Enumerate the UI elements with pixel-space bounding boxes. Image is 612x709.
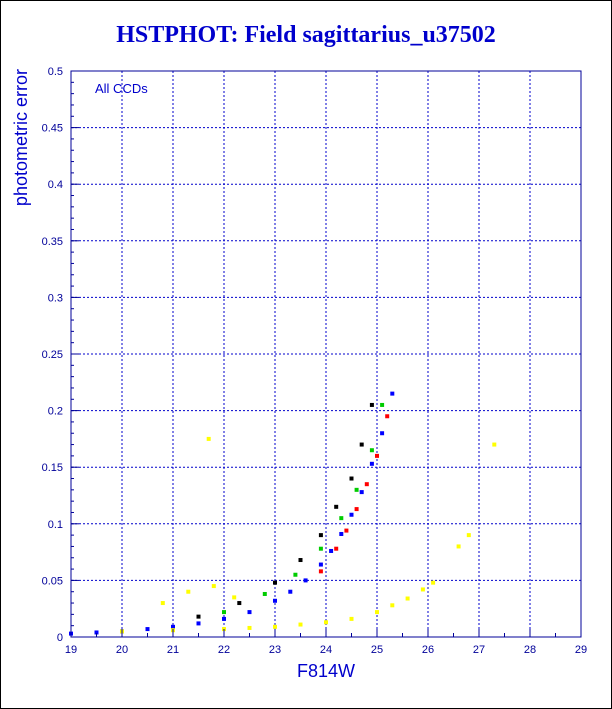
data-point [380,431,385,436]
data-point [456,544,461,549]
data-point [364,482,369,487]
data-point [375,610,379,615]
x-tick-label: 24 [320,644,332,656]
x-tick-label: 26 [422,644,434,656]
data-point [237,601,242,606]
data-point [329,548,334,553]
data-point [318,569,323,574]
data-point [369,402,374,407]
x-tick-label: 23 [269,644,281,656]
x-tick-label: 22 [218,644,230,656]
data-point [334,504,339,509]
data-point [354,507,359,512]
data-point [222,610,226,615]
data-point [318,546,323,551]
y-tick-label: 0.25 [42,349,63,361]
data-point [196,614,201,619]
y-tick-label: 0 [57,632,63,644]
x-tick-label: 19 [65,644,77,656]
x-axis-ticks: 19 20 21 22 23 24 25 26 27 28 29 [65,629,587,656]
data-point [318,533,323,538]
annotation-all-ccds: All CCDs [95,81,148,96]
data-point [211,584,216,589]
data-point [293,572,298,577]
x-tick-label: 20 [116,644,128,656]
data-point [298,622,303,627]
x-tick-label: 25 [371,644,383,656]
data-point [145,627,150,632]
y-tick-label: 0.05 [42,575,63,587]
data-point [385,414,390,419]
data-point [369,448,374,453]
data-point [262,591,267,596]
data-point [273,598,277,603]
x-tick-label: 29 [575,644,587,656]
y-tick-label: 0.35 [42,236,63,248]
data-point [349,512,354,517]
data-point [318,562,323,567]
y-axis-ticks: 0 0.05 0.1 0.15 0.2 0.25 0.3 0.35 0.4 0.45 0.5 [42,66,79,644]
data-point [186,589,191,594]
data-point [273,624,277,629]
data-point [206,436,211,441]
x-tick-label: 27 [473,644,485,656]
grid-lines [71,71,581,637]
data-point [431,580,436,585]
data-point [247,625,252,630]
data-point [375,453,379,458]
chart-title: HSTPHOT: Field sagittarius_u37502 [116,22,496,48]
data-point [196,621,201,626]
data-point [492,442,497,447]
y-tick-label: 0.2 [48,406,63,418]
data-point [369,461,374,466]
y-tick-label: 0.45 [42,123,63,135]
data-point [359,490,364,495]
data-point [390,391,395,396]
data-point [222,616,226,621]
data-point [344,528,349,533]
series-green [222,402,385,615]
data-point [324,620,328,625]
x-tick-label: 21 [167,644,179,656]
data-point [405,596,410,601]
y-tick-label: 0.15 [42,462,63,474]
data-point [339,516,344,521]
data-point [298,558,303,563]
data-point [466,533,471,538]
data-point [273,580,277,585]
data-point [354,487,359,492]
series-black [196,402,374,619]
data-point [420,587,425,592]
series-red [318,414,390,574]
y-axis-label: photometric error [11,69,31,206]
data-point [303,578,308,583]
y-tick-label: 0.4 [48,179,63,191]
data-point [171,624,175,629]
series-yellow [160,436,497,606]
data-point [390,603,395,608]
data-point [94,630,99,635]
data-point [232,595,237,600]
y-tick-label: 0.1 [48,519,63,531]
data-point [339,531,344,536]
x-tick-label: 28 [524,644,536,656]
x-axis-label: F814W [297,661,355,681]
data-point [380,402,385,407]
data-point [349,476,354,481]
y-tick-label: 0.3 [48,292,63,304]
data-point [160,601,165,606]
data-point [334,546,339,551]
data-point [247,610,252,615]
y-tick-label: 0.5 [48,66,63,78]
data-point [359,442,364,447]
data-point [349,616,354,621]
data-point [288,589,293,594]
